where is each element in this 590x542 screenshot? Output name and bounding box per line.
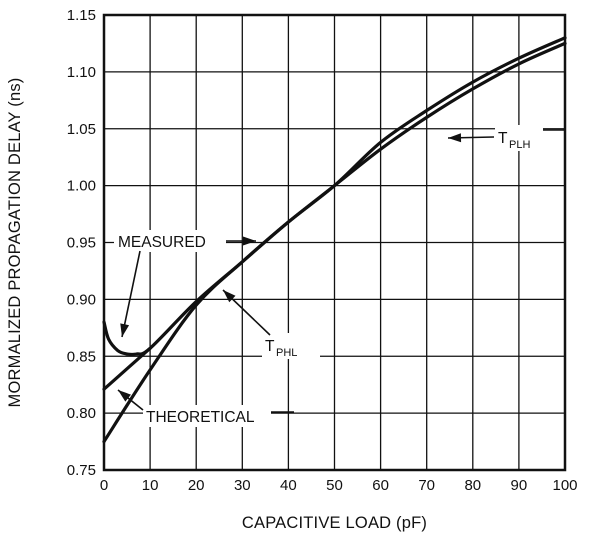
measured-label: MEASURED	[118, 234, 206, 251]
y-tick-label: 0.80	[67, 405, 96, 422]
y-tick-label: 0.95	[67, 235, 96, 252]
x-tick-label: 30	[234, 477, 251, 494]
series-theoretical-line	[102, 346, 152, 391]
tphl-label: T	[265, 338, 275, 355]
x-tick-label: 80	[464, 477, 481, 494]
y-tick-label: 0.85	[67, 348, 96, 365]
tphl-arrow-head	[223, 290, 236, 303]
tplh-arrow-head	[448, 133, 462, 143]
theoretical-arrow-head	[118, 390, 131, 402]
tplh-label-sub: PLH	[509, 139, 530, 151]
measured-arrow-line	[121, 250, 141, 338]
y-tick-label: 1.10	[67, 64, 96, 81]
tplh-label: T	[498, 130, 508, 147]
x-tick-label: 50	[326, 477, 343, 494]
measured-label-bg	[114, 230, 226, 252]
x-tick-label: 100	[552, 477, 577, 494]
x-tick-label: 70	[418, 477, 435, 494]
theoretical-label-bg	[143, 405, 271, 427]
y-axis-title: MORMALIZED PROPAGATION DELAY (ns)	[6, 78, 24, 408]
tplh-label-bg	[495, 125, 543, 151]
measured-leader-head	[243, 236, 256, 246]
tick-label-layer: 0 10 20 30 40 50 60 70 80 90 100 0.75 0.80 0.85 0.90 0.…	[67, 7, 578, 494]
x-tick-label: 90	[511, 477, 528, 494]
x-axis-title: CAPACITIVE LOAD (pF)	[242, 514, 427, 532]
measured-arrow-head	[120, 323, 130, 337]
x-tick-label: 40	[280, 477, 297, 494]
y-tick-label: 1.15	[67, 7, 96, 24]
theoretical-label: THEORETICAL	[146, 409, 255, 426]
y-tick-label: 1.05	[67, 121, 96, 138]
y-tick-label: 0.75	[67, 462, 96, 479]
tphl-label-sub: PHL	[276, 347, 297, 359]
tphl-label-bg	[262, 333, 320, 359]
x-tick-label: 10	[142, 477, 159, 494]
series-tphl-line	[102, 41, 567, 357]
x-tick-label: 0	[100, 477, 108, 494]
plot-frame	[102, 13, 567, 472]
y-tick-label: 1.00	[67, 178, 96, 195]
x-tick-label: 20	[188, 477, 205, 494]
curve-layer	[102, 36, 567, 444]
x-tick-label: 60	[372, 477, 389, 494]
y-tick-label: 0.90	[67, 291, 96, 308]
